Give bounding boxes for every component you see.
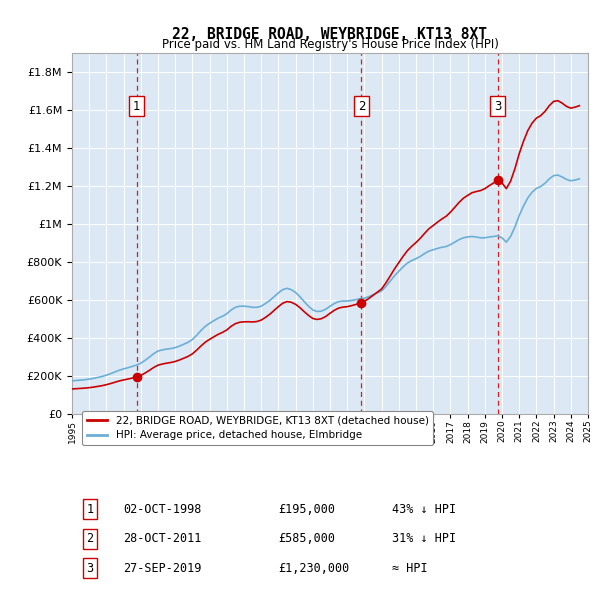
Text: £195,000: £195,000 xyxy=(278,503,335,516)
Legend: 22, BRIDGE ROAD, WEYBRIDGE, KT13 8XT (detached house), HPI: Average price, detac: 22, BRIDGE ROAD, WEYBRIDGE, KT13 8XT (de… xyxy=(82,411,433,445)
Text: 3: 3 xyxy=(86,562,94,575)
Text: 02-OCT-1998: 02-OCT-1998 xyxy=(124,503,202,516)
Text: 2: 2 xyxy=(358,100,365,113)
Text: 22, BRIDGE ROAD, WEYBRIDGE, KT13 8XT: 22, BRIDGE ROAD, WEYBRIDGE, KT13 8XT xyxy=(173,27,487,41)
Text: Price paid vs. HM Land Registry's House Price Index (HPI): Price paid vs. HM Land Registry's House … xyxy=(161,38,499,51)
Text: 1: 1 xyxy=(86,503,94,516)
Text: ≈ HPI: ≈ HPI xyxy=(392,562,428,575)
Text: 1: 1 xyxy=(133,100,140,113)
Text: 2: 2 xyxy=(86,532,94,545)
Text: 28-OCT-2011: 28-OCT-2011 xyxy=(124,532,202,545)
Text: 27-SEP-2019: 27-SEP-2019 xyxy=(124,562,202,575)
Text: 3: 3 xyxy=(494,100,502,113)
Text: 31% ↓ HPI: 31% ↓ HPI xyxy=(392,532,456,545)
Text: £585,000: £585,000 xyxy=(278,532,335,545)
Text: 43% ↓ HPI: 43% ↓ HPI xyxy=(392,503,456,516)
Text: £1,230,000: £1,230,000 xyxy=(278,562,350,575)
